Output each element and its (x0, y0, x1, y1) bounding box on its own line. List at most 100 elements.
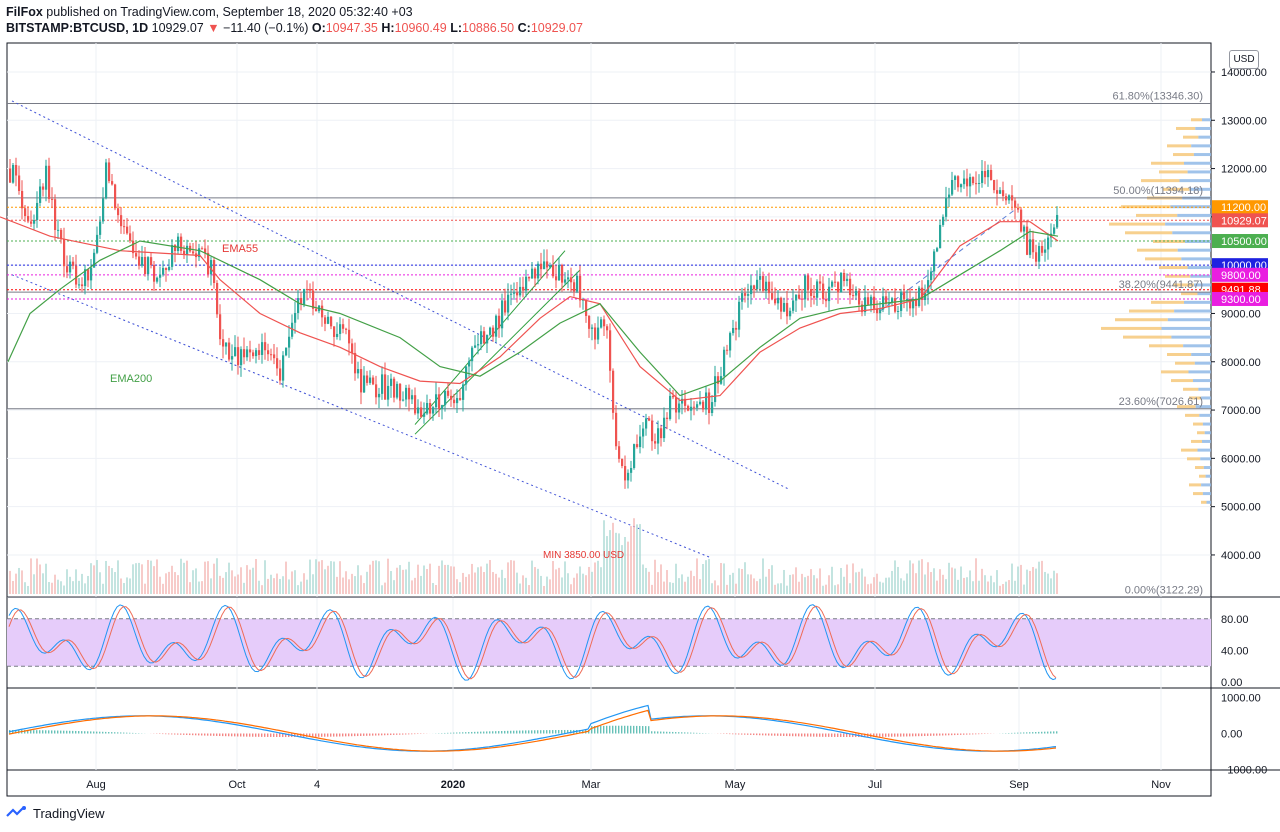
macd-histogram-bar (1047, 731, 1049, 734)
candle-body (48, 165, 51, 199)
volume-bar (852, 563, 854, 594)
candle-body (408, 387, 411, 400)
candle-body (333, 326, 336, 337)
macd-histogram-bar (309, 733, 311, 737)
candle-body (1041, 246, 1044, 253)
volume-profile-bar (1173, 283, 1194, 287)
macd-histogram-bar (639, 725, 641, 734)
macd-histogram-bar (279, 733, 281, 738)
candle-body (717, 376, 720, 384)
volume-bar (882, 582, 884, 594)
macd-histogram-bar (264, 733, 266, 737)
volume-bar (471, 563, 473, 594)
volume-bar (906, 573, 908, 594)
volume-bar (786, 585, 788, 594)
macd-histogram-bar (498, 731, 500, 734)
volume-bar (591, 571, 593, 594)
volume-bar (771, 565, 773, 594)
tradingview-logo-icon[interactable] (6, 805, 28, 821)
candle-body (492, 327, 495, 337)
volume-bar (705, 560, 707, 594)
macd-histogram-bar (375, 733, 377, 736)
candle-body (108, 162, 111, 182)
volume-bar (669, 582, 671, 594)
volume-bar (894, 560, 896, 594)
volume-bar (1017, 566, 1019, 594)
candle-body (150, 257, 153, 266)
macd-histogram-bar (564, 729, 566, 734)
volume-bar (672, 582, 674, 594)
candle-body (576, 275, 579, 292)
volume-bar (312, 574, 314, 594)
candle-body (531, 268, 534, 279)
volume-bar (153, 566, 155, 594)
author-name[interactable]: FilFox (6, 5, 43, 19)
symbol-line: BITSTAMP:BTCUSD, 1D 10929.07 ▼ −11.40 (−… (6, 20, 583, 36)
volume-profile-bar (1195, 126, 1211, 130)
candle-body (975, 183, 978, 185)
candle-body (558, 265, 561, 281)
volume-profile-bar (1170, 205, 1211, 209)
candle-body (69, 261, 72, 273)
volume-bar (675, 563, 677, 594)
volume-profile-bar (1191, 144, 1211, 148)
channel-line (879, 209, 1016, 312)
candle-body (984, 170, 987, 178)
open-value: 10947.35 (325, 21, 378, 35)
volume-profile-bar (1177, 405, 1196, 409)
chart-canvas[interactable]: Aug Oct 4 2020 Mar May Jul Sep Nov 4000.00 5000.00… (0, 0, 1280, 800)
volume-bar (1047, 573, 1049, 594)
macd-histogram-bar (927, 733, 929, 736)
macd-histogram-bar (612, 725, 614, 734)
macd-histogram-bar (378, 733, 380, 736)
volume-bar (99, 572, 101, 594)
macd-histogram-bar (885, 733, 887, 737)
volume-bar (330, 561, 332, 594)
volume-bar (909, 560, 911, 594)
low-label: L: (450, 21, 462, 35)
candle-body (165, 267, 168, 270)
macd-histogram-bar (48, 730, 50, 734)
candle-body (123, 226, 126, 228)
candle-body (609, 330, 612, 371)
volume-profile-bar (1189, 483, 1202, 487)
stochastic-band (7, 618, 1211, 667)
volume-profile-bar (1200, 457, 1211, 461)
macd-histogram-bar (516, 730, 518, 734)
candle-body (288, 336, 291, 348)
macd-histogram-bar (975, 733, 977, 735)
volume-bar (630, 526, 632, 594)
candle-body (891, 298, 894, 303)
macd-histogram-bar (171, 733, 173, 735)
candle-body (696, 404, 699, 408)
volume-bar (177, 575, 179, 594)
volume-profile-bar (1191, 439, 1202, 443)
volume-bar (795, 567, 797, 594)
x-tick-label: Aug (86, 779, 106, 791)
candle-body (39, 186, 42, 203)
candle-body (453, 399, 456, 404)
volume-bar (576, 573, 578, 594)
macd-histogram-bar (735, 733, 737, 735)
footer-brand[interactable]: TradingView (33, 805, 105, 821)
symbol-name[interactable]: BITSTAMP:BTCUSD, 1D (6, 21, 149, 35)
volume-bar (855, 572, 857, 594)
macd-histogram-bar (318, 733, 320, 737)
candle-body (981, 170, 984, 183)
candle-body (474, 345, 477, 348)
macd-histogram-bar (459, 732, 461, 734)
volume-bar (831, 566, 833, 594)
candle-body (402, 399, 405, 401)
volume-bar (480, 566, 482, 594)
macd-histogram-bar (831, 733, 833, 737)
volume-bar (228, 562, 230, 594)
volume-bar (825, 584, 827, 594)
candle-body (663, 417, 666, 439)
candle-body (186, 245, 189, 255)
currency-badge[interactable]: USD (1229, 50, 1259, 69)
macd-histogram-bar (195, 733, 197, 736)
volume-bar (366, 571, 368, 594)
candle-body (678, 403, 681, 413)
volume-profile-bar (1184, 300, 1211, 304)
macd-histogram-bar (669, 731, 671, 734)
